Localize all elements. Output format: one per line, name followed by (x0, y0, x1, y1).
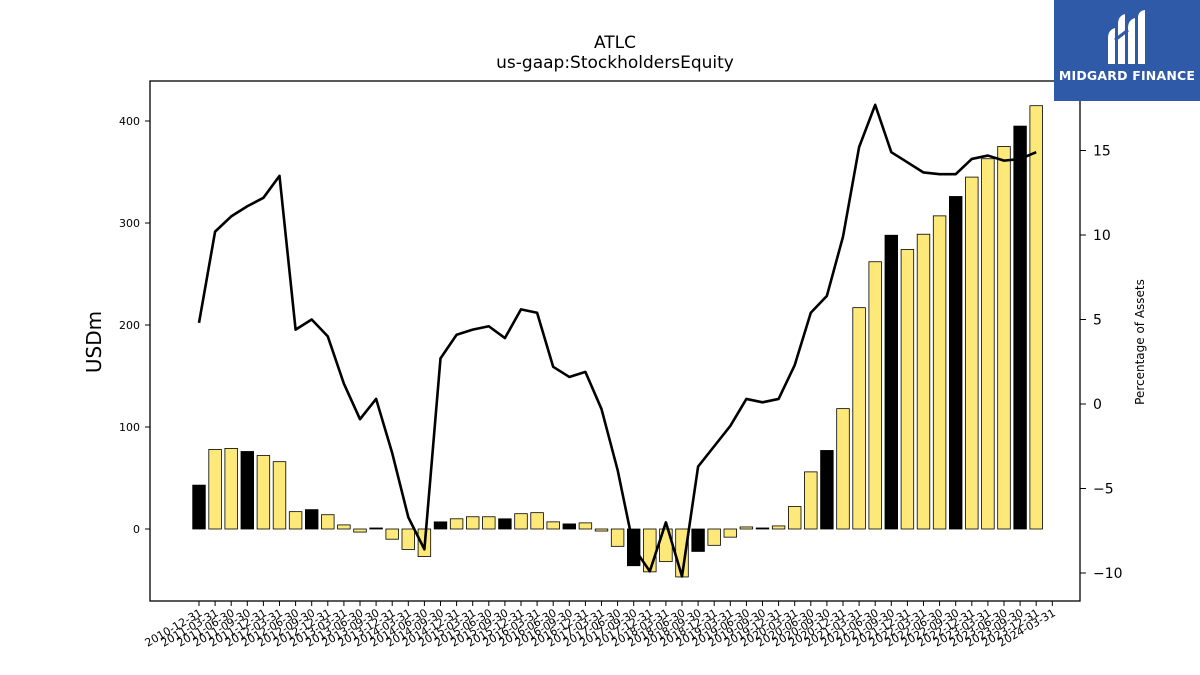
bar-series (192, 105, 1043, 578)
y2-tick-label: 5 (1093, 313, 1102, 329)
bar-2016-03-31 (530, 512, 544, 530)
bar-2018-09-30 (691, 528, 705, 552)
plot-frame (149, 80, 1081, 602)
midgard-logo-icon (1108, 10, 1145, 64)
axes: 0100200300400−10−50510152010-12-312011-0… (119, 80, 1123, 650)
bar-2010-12-31 (192, 484, 206, 530)
bar-2019-06-30 (739, 526, 754, 530)
bar-2012-03-31 (272, 461, 287, 530)
bar-2015-06-30 (482, 516, 496, 530)
bar-2012-09-30 (304, 509, 319, 530)
bar-2022-09-30 (949, 196, 963, 530)
y2-tick-label: 10 (1093, 228, 1111, 244)
y-tick-label: 300 (119, 217, 140, 230)
bar-2021-12-31 (900, 249, 915, 530)
bar-2021-06-30 (868, 261, 882, 530)
bar-2022-03-31 (916, 233, 931, 530)
bar-2020-12-31 (836, 408, 850, 530)
y-tick-label: 0 (133, 523, 140, 536)
y-tick-label: 100 (119, 421, 140, 434)
bar-2014-09-30 (433, 521, 448, 530)
bar-2015-09-30 (498, 518, 512, 530)
bar-2012-06-30 (288, 511, 303, 530)
bar-2018-12-31 (707, 528, 721, 546)
bar-2020-06-30 (804, 471, 818, 530)
bar-2019-09-30 (755, 527, 770, 530)
bar-2020-03-31 (788, 506, 802, 530)
bar-2023-06-30 (997, 146, 1011, 530)
bar-2015-03-31 (465, 516, 480, 530)
bar-2011-09-30 (240, 451, 255, 530)
bar-2023-03-31 (981, 158, 995, 530)
bar-2013-06-30 (353, 528, 367, 533)
bar-2021-03-31 (852, 307, 866, 530)
y-axis-label: USDm (82, 311, 106, 373)
bar-2011-03-31 (208, 449, 222, 530)
bar-2016-06-30 (546, 521, 560, 530)
bar-2014-03-31 (401, 528, 416, 550)
bar-2014-12-31 (449, 518, 464, 530)
bar-2023-12-31 (1029, 105, 1043, 530)
bar-2011-12-31 (256, 455, 271, 530)
bar-2020-09-30 (820, 450, 834, 530)
y2-axis-label: Percentage of Assets (1133, 279, 1147, 405)
chart-title: ATLC (594, 33, 636, 53)
y2-tick-label: −10 (1093, 566, 1123, 582)
bar-2013-12-31 (385, 528, 399, 540)
bar-2017-06-30 (610, 528, 625, 547)
bar-2016-12-31 (578, 522, 593, 530)
bar-2013-03-31 (337, 524, 351, 530)
line-series (197, 103, 1037, 578)
bar-2012-12-31 (321, 514, 335, 530)
percentage-line (197, 103, 1037, 578)
y-tick-label: 400 (119, 115, 140, 128)
bar-2019-03-31 (723, 528, 738, 538)
bar-2017-03-31 (594, 528, 609, 532)
bar-2023-09-30 (1013, 125, 1027, 530)
y2-tick-label: 0 (1093, 397, 1102, 413)
bar-2016-09-30 (562, 523, 577, 530)
bar-2013-09-30 (369, 527, 383, 530)
y2-tick-label: 15 (1093, 144, 1111, 160)
bar-2019-12-31 (771, 525, 786, 530)
bar-2011-06-30 (224, 448, 238, 530)
bar-2022-12-31 (965, 176, 979, 530)
bar-2022-06-30 (932, 215, 947, 530)
chart-subtitle: us-gaap:StockholdersEquity (496, 53, 734, 73)
bar-2015-12-31 (514, 513, 528, 530)
y-tick-label: 200 (119, 319, 140, 332)
bar-2021-09-30 (884, 234, 899, 530)
y2-tick-label: −5 (1093, 482, 1114, 498)
brand-logo: MIDGARD FINANCE (1054, 0, 1200, 101)
logo-text: MIDGARD FINANCE (1058, 68, 1196, 83)
